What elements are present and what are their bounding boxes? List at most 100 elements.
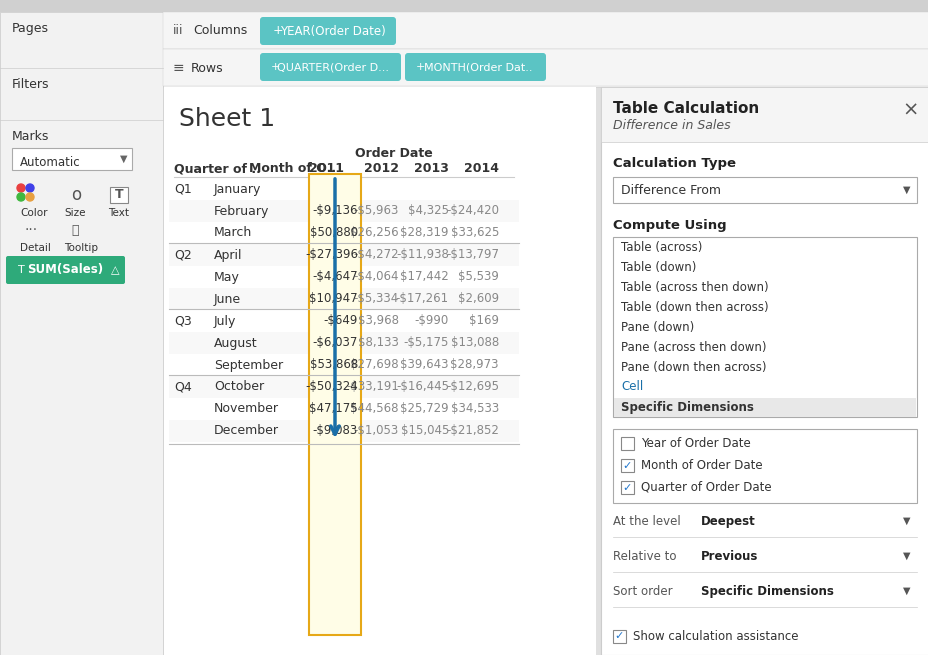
Text: -$13,797: -$13,797 [445, 248, 498, 261]
Text: ▼: ▼ [120, 154, 128, 164]
Text: March: March [213, 227, 252, 240]
Text: Text: Text [108, 208, 129, 218]
Text: Specific Dimensions: Specific Dimensions [620, 400, 753, 413]
Text: ×: × [902, 101, 918, 120]
Text: 2012: 2012 [364, 162, 398, 175]
Text: +: + [273, 24, 283, 37]
Text: October: October [213, 381, 264, 394]
FancyBboxPatch shape [612, 237, 916, 417]
FancyBboxPatch shape [612, 429, 916, 503]
Text: Table (down): Table (down) [620, 261, 696, 274]
Text: Show calculation assistance: Show calculation assistance [632, 630, 798, 643]
Text: Quarter of ..: Quarter of .. [174, 162, 261, 175]
Text: $50,880: $50,880 [310, 227, 357, 240]
Text: $4,325: $4,325 [407, 204, 448, 217]
Text: Q3: Q3 [174, 314, 191, 328]
Text: September: September [213, 358, 283, 371]
Text: $5,539: $5,539 [458, 271, 498, 284]
Text: Q1: Q1 [174, 183, 191, 195]
FancyBboxPatch shape [600, 87, 928, 655]
Circle shape [26, 193, 34, 201]
Text: Pane (down then across): Pane (down then across) [620, 360, 766, 373]
Text: QUARTER(Order D...: QUARTER(Order D... [277, 62, 389, 72]
Text: Sheet 1: Sheet 1 [179, 107, 275, 131]
Text: iii: iii [173, 24, 184, 37]
Text: Previous: Previous [701, 550, 757, 563]
Circle shape [17, 193, 25, 201]
Text: $34,533: $34,533 [450, 403, 498, 415]
Text: $17,442: $17,442 [400, 271, 448, 284]
Text: -$990: -$990 [414, 314, 448, 328]
Text: Columns: Columns [193, 24, 247, 37]
Text: -$11,938: -$11,938 [395, 248, 448, 261]
FancyBboxPatch shape [600, 87, 928, 142]
Text: -$1,053: -$1,053 [354, 424, 398, 438]
Text: Specific Dimensions: Specific Dimensions [701, 585, 833, 598]
Text: Detail: Detail [20, 243, 51, 253]
Text: $47,175: $47,175 [309, 403, 357, 415]
Text: ▼: ▼ [902, 586, 909, 596]
Text: $15,045: $15,045 [400, 424, 448, 438]
FancyBboxPatch shape [162, 49, 928, 86]
Text: $53,868: $53,868 [309, 358, 357, 371]
Text: 2014: 2014 [463, 162, 498, 175]
FancyBboxPatch shape [12, 148, 132, 170]
Text: Relative to: Relative to [612, 550, 676, 563]
Text: $39,643: $39,643 [400, 358, 448, 371]
Text: -$5,963: -$5,963 [354, 204, 398, 217]
FancyBboxPatch shape [110, 187, 128, 203]
Text: Table (across then down): Table (across then down) [620, 280, 767, 293]
Text: o: o [71, 186, 81, 204]
Text: Size: Size [64, 208, 85, 218]
Text: ≡: ≡ [173, 61, 185, 75]
FancyBboxPatch shape [620, 481, 633, 494]
FancyBboxPatch shape [169, 244, 519, 266]
Text: -$649: -$649 [323, 314, 357, 328]
FancyBboxPatch shape [169, 288, 519, 310]
Text: $13,088: $13,088 [450, 337, 498, 350]
Text: $27,698: $27,698 [350, 358, 398, 371]
Text: ▼: ▼ [902, 551, 909, 561]
Text: Pane (across then down): Pane (across then down) [620, 341, 766, 354]
FancyBboxPatch shape [169, 200, 519, 222]
FancyBboxPatch shape [169, 332, 519, 354]
Text: Month of Order Date: Month of Order Date [640, 459, 762, 472]
FancyBboxPatch shape [612, 177, 916, 203]
Text: -$4,647: -$4,647 [312, 271, 357, 284]
Text: Filters: Filters [12, 78, 49, 91]
Text: January: January [213, 183, 261, 195]
Text: Tooltip: Tooltip [64, 243, 97, 253]
FancyBboxPatch shape [162, 12, 928, 87]
Text: Pane (down): Pane (down) [620, 320, 693, 333]
FancyBboxPatch shape [620, 459, 633, 472]
FancyBboxPatch shape [169, 420, 519, 442]
Text: T: T [18, 265, 25, 275]
Text: -$6,037: -$6,037 [313, 337, 357, 350]
Text: July: July [213, 314, 236, 328]
Text: -$4,064: -$4,064 [354, 271, 398, 284]
Text: Calculation Type: Calculation Type [612, 157, 735, 170]
Text: Marks: Marks [12, 130, 49, 143]
Text: MONTH(Order Dat..: MONTH(Order Dat.. [423, 62, 532, 72]
FancyBboxPatch shape [0, 12, 162, 655]
Text: $3,968: $3,968 [357, 314, 398, 328]
FancyBboxPatch shape [612, 630, 625, 643]
Text: August: August [213, 337, 257, 350]
Text: Deepest: Deepest [701, 515, 755, 528]
Text: -$9,083: -$9,083 [313, 424, 357, 438]
Text: Sort order: Sort order [612, 585, 672, 598]
Text: -$4,272: -$4,272 [353, 248, 398, 261]
Text: April: April [213, 248, 242, 261]
Text: $28,319: $28,319 [400, 227, 448, 240]
Text: February: February [213, 204, 269, 217]
Text: Rows: Rows [191, 62, 224, 75]
Text: $26,256: $26,256 [350, 227, 398, 240]
Text: Year of Order Date: Year of Order Date [640, 437, 750, 450]
FancyBboxPatch shape [405, 53, 546, 81]
FancyBboxPatch shape [8, 258, 122, 282]
Text: Compute Using: Compute Using [612, 219, 726, 232]
Text: -$24,420: -$24,420 [445, 204, 498, 217]
Text: -$27,396: -$27,396 [304, 248, 357, 261]
Text: Q4: Q4 [174, 381, 191, 394]
Text: ▼: ▼ [902, 516, 909, 526]
